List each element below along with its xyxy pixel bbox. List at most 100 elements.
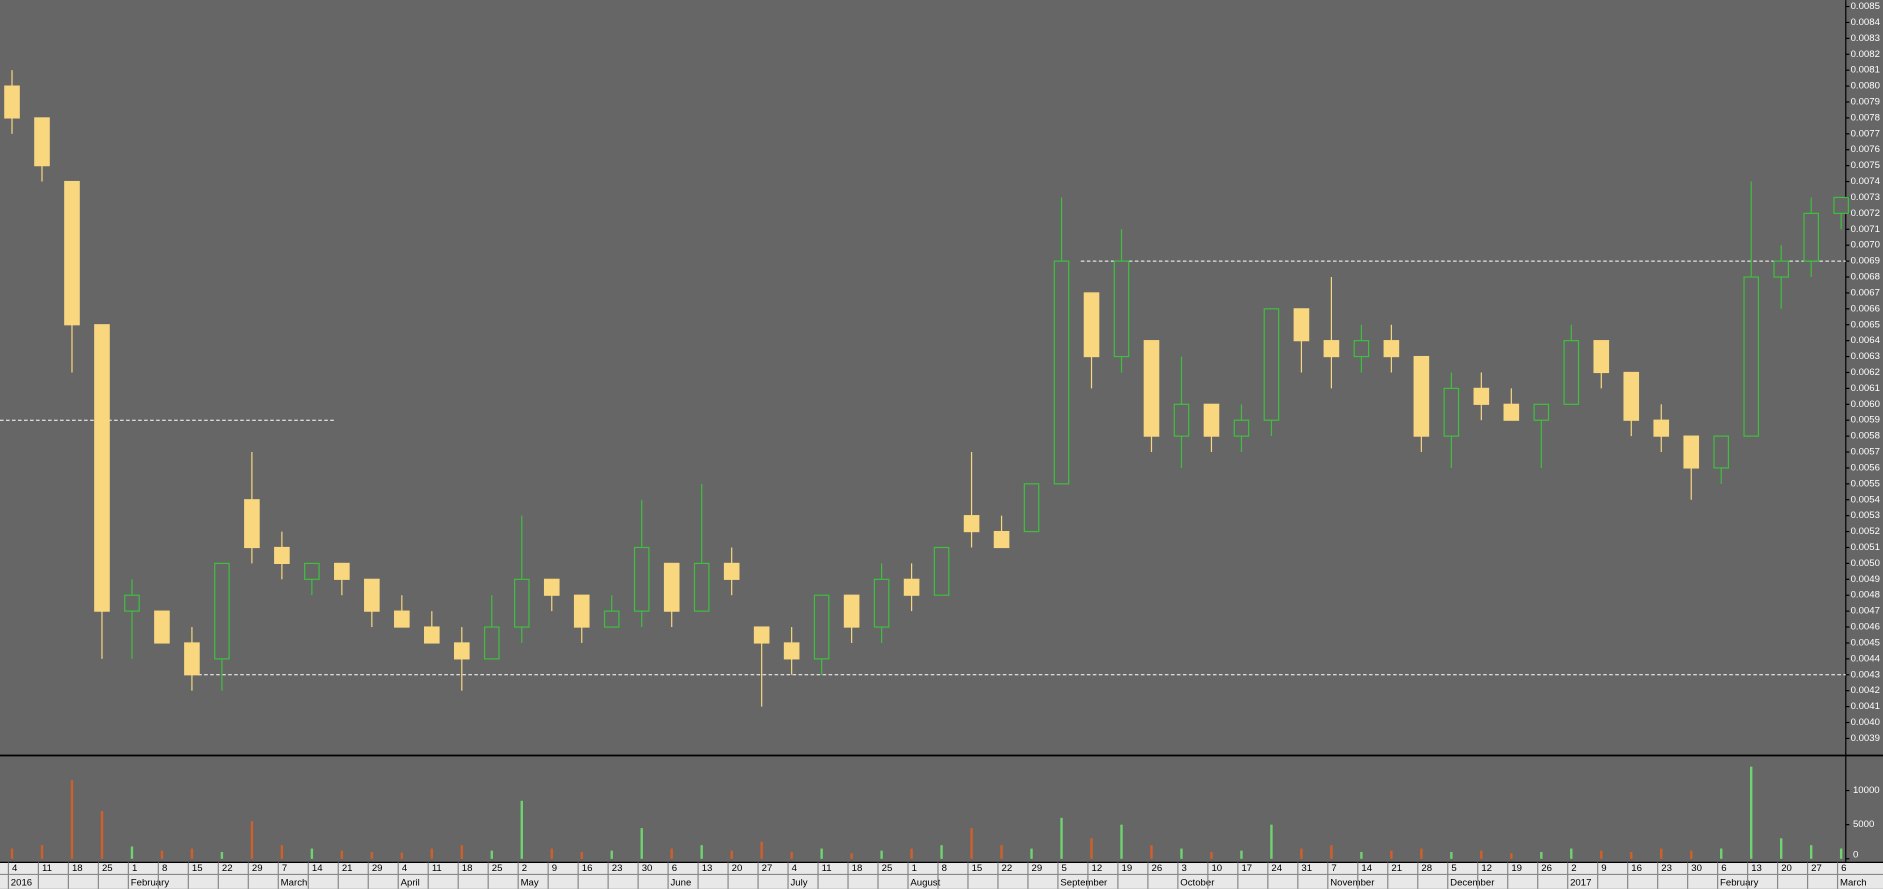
x-tick-label: 5 xyxy=(1062,863,1067,874)
volume-bar xyxy=(1570,848,1573,859)
volume-bar xyxy=(1630,851,1633,859)
x-tick-label: 12 xyxy=(1092,863,1103,874)
candle-body xyxy=(1203,403,1220,437)
y-tick-label: 0.0039 xyxy=(1851,733,1880,744)
x-tick-label: 25 xyxy=(102,863,113,874)
candle-body xyxy=(933,546,950,596)
candle-body xyxy=(1503,403,1520,421)
y-tick-label: 0.0082 xyxy=(1851,49,1880,60)
candle-body xyxy=(573,594,590,628)
candle-body xyxy=(633,546,650,612)
y-tick-label: 0.0043 xyxy=(1851,669,1880,680)
y-tick-label: 0.0072 xyxy=(1851,208,1880,219)
candle-body xyxy=(723,562,740,580)
candle-body xyxy=(783,642,800,660)
x-tick-label: 23 xyxy=(612,863,623,874)
x-tick-label: 18 xyxy=(72,863,83,874)
volume-tick-label: 0 xyxy=(1853,850,1858,861)
volume-bar xyxy=(400,852,404,859)
candle-body xyxy=(4,85,20,119)
candle-body xyxy=(813,594,830,660)
volume-bar xyxy=(520,800,523,859)
y-tick-label: 0.0070 xyxy=(1851,240,1880,251)
volume-bar xyxy=(1720,848,1723,859)
x-tick-label: 16 xyxy=(582,863,593,874)
candle-body xyxy=(663,562,680,612)
candle-body xyxy=(1233,419,1250,437)
y-tick-label: 0.0064 xyxy=(1851,335,1881,346)
candle-body xyxy=(1473,387,1490,405)
month-label: March xyxy=(1840,877,1867,888)
x-tick-label: 27 xyxy=(1811,863,1822,874)
volume-bar xyxy=(250,821,254,859)
volume-bar xyxy=(1450,851,1453,859)
date-axis-background xyxy=(0,862,1883,889)
x-tick-label: 20 xyxy=(732,863,743,874)
volume-bar xyxy=(70,780,74,859)
volume-bar xyxy=(280,845,284,859)
volume-bar xyxy=(880,850,883,859)
month-label: February xyxy=(131,877,170,888)
x-tick-label: 22 xyxy=(1002,863,1013,874)
volume-bar xyxy=(1270,824,1273,859)
candle-body xyxy=(1353,340,1370,358)
y-tick-label: 0.0078 xyxy=(1851,112,1880,123)
y-tick-label: 0.0042 xyxy=(1851,685,1880,696)
candle-body xyxy=(1713,435,1730,469)
x-tick-label: 3 xyxy=(1181,863,1186,874)
candle-body xyxy=(1743,276,1760,437)
month-label: November xyxy=(1330,877,1375,888)
volume-bar xyxy=(1300,848,1303,859)
x-tick-label: 25 xyxy=(492,863,503,874)
volume-bar xyxy=(1360,851,1363,859)
y-tick-label: 0.0052 xyxy=(1851,526,1880,537)
y-tick-label: 0.0059 xyxy=(1851,415,1880,426)
y-tick-label: 0.0046 xyxy=(1851,622,1880,633)
volume-bar xyxy=(1809,845,1813,859)
x-tick-label: 6 xyxy=(672,863,677,874)
x-tick-label: 4 xyxy=(402,863,408,874)
volume-bar xyxy=(40,845,44,859)
y-tick-label: 0.0051 xyxy=(1851,542,1880,553)
volume-bar xyxy=(1330,845,1333,859)
y-tick-label: 0.0057 xyxy=(1851,447,1880,458)
month-label: May xyxy=(521,877,539,888)
x-tick-label: 19 xyxy=(1511,863,1522,874)
x-tick-label: 12 xyxy=(1481,863,1492,874)
candle-body xyxy=(154,610,170,644)
month-label: September xyxy=(1060,877,1108,888)
x-tick-label: 15 xyxy=(972,863,983,874)
candle-body xyxy=(1593,340,1610,374)
x-tick-label: 24 xyxy=(1271,863,1282,874)
x-tick-label: 8 xyxy=(942,863,947,874)
y-tick-label: 0.0080 xyxy=(1851,81,1880,92)
volume-tick-label: 10000 xyxy=(1853,785,1880,796)
x-tick-label: 13 xyxy=(1751,863,1762,874)
candle-body xyxy=(603,610,620,628)
x-tick-label: 30 xyxy=(642,863,653,874)
y-tick-label: 0.0075 xyxy=(1851,160,1880,171)
x-tick-label: 13 xyxy=(702,863,713,874)
candle-body xyxy=(184,642,200,676)
volume-bar xyxy=(1660,848,1663,859)
candle-body xyxy=(1623,371,1640,421)
month-label: February xyxy=(1720,877,1759,888)
x-tick-label: 14 xyxy=(312,863,323,874)
candle-body xyxy=(334,562,350,580)
x-tick-label: 8 xyxy=(162,863,167,874)
volume-bar xyxy=(370,851,374,859)
month-label: October xyxy=(1180,877,1215,888)
y-tick-label: 0.0044 xyxy=(1851,653,1881,664)
y-tick-label: 0.0060 xyxy=(1851,399,1880,410)
volume-bar xyxy=(730,850,733,859)
x-tick-label: 21 xyxy=(1391,863,1402,874)
volume-bar xyxy=(1510,853,1513,859)
volume-bar xyxy=(130,846,134,859)
candle-body xyxy=(1173,403,1190,437)
x-tick-label: 19 xyxy=(1122,863,1133,874)
x-tick-label: 14 xyxy=(1361,863,1372,874)
volume-bar xyxy=(1030,848,1033,859)
month-label: April xyxy=(401,877,420,888)
candle-body xyxy=(64,180,80,326)
